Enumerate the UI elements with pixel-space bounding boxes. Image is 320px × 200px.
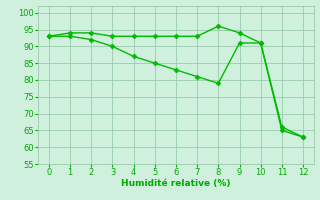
X-axis label: Humidité relative (%): Humidité relative (%) xyxy=(121,179,231,188)
